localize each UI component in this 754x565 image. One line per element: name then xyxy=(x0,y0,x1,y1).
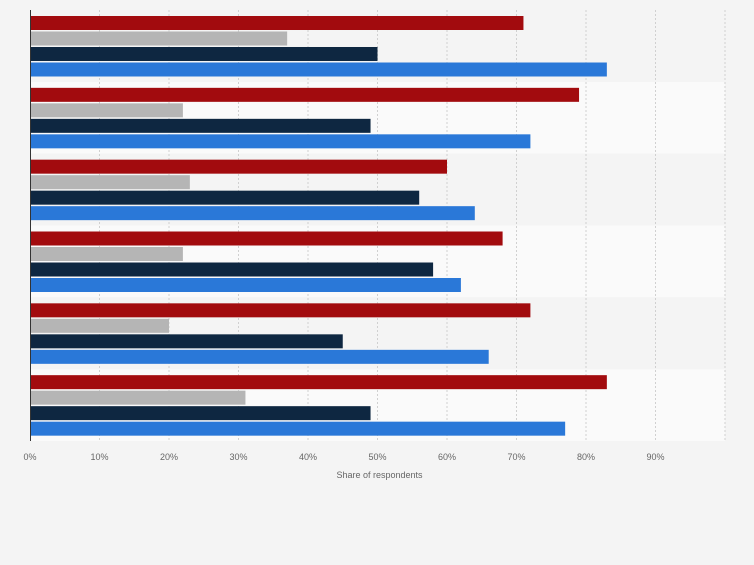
bar xyxy=(30,159,447,174)
bar xyxy=(30,406,371,421)
bar xyxy=(30,303,531,318)
bar xyxy=(30,47,378,61)
bar xyxy=(30,118,371,133)
x-tick-label: 90% xyxy=(646,452,664,462)
x-tick-label: 80% xyxy=(577,452,595,462)
bar xyxy=(30,16,524,30)
bar xyxy=(30,87,580,102)
bar xyxy=(30,206,475,221)
bar xyxy=(30,334,343,349)
bar xyxy=(30,62,607,77)
bar xyxy=(30,278,461,292)
x-tick-label: 20% xyxy=(160,452,178,462)
x-tick-label: 70% xyxy=(507,452,525,462)
bar xyxy=(30,421,566,436)
bar xyxy=(30,390,246,405)
bar xyxy=(30,247,183,261)
x-tick-labels: 0% 10% 20% 30% 40% 50% 60% 70% 80% 90% xyxy=(23,452,664,462)
bar xyxy=(30,31,288,46)
bar xyxy=(30,318,169,333)
x-tick-label: 40% xyxy=(299,452,317,462)
x-tick-label: 0% xyxy=(23,452,36,462)
x-axis-label: Share of respondents xyxy=(336,470,423,480)
bar xyxy=(30,349,489,364)
x-tick-label: 10% xyxy=(90,452,108,462)
x-tick-label: 60% xyxy=(438,452,456,462)
bar xyxy=(30,262,434,277)
bar xyxy=(30,231,503,246)
bars xyxy=(30,16,607,436)
bar xyxy=(30,103,183,118)
x-tick-label: 50% xyxy=(368,452,386,462)
bar xyxy=(30,134,531,149)
bar xyxy=(30,375,607,390)
bar xyxy=(30,190,420,205)
bar xyxy=(30,175,190,190)
x-tick-label: 30% xyxy=(229,452,247,462)
